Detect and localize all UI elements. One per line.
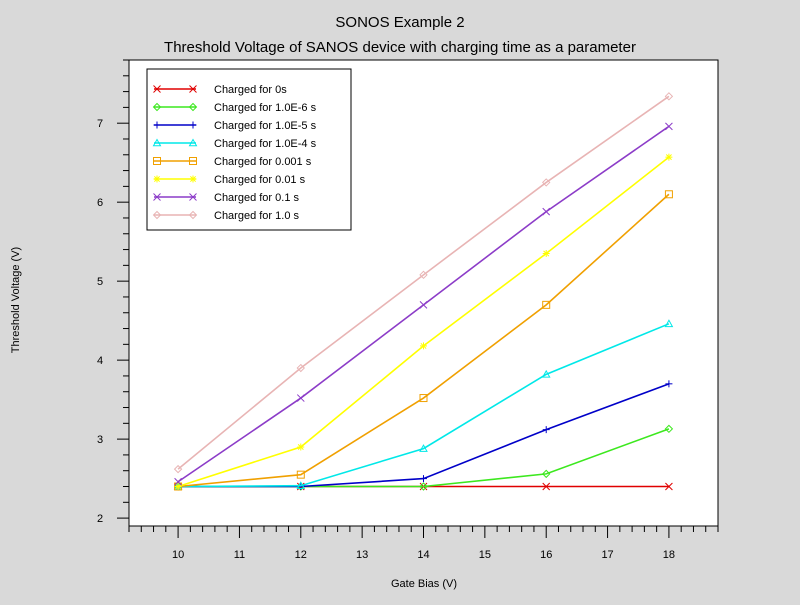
- data-point: [664, 190, 673, 199]
- legend-marker: [189, 121, 197, 129]
- legend-item: Charged for 1.0E-4 s: [152, 138, 317, 150]
- series-7: [174, 122, 673, 486]
- data-point: [665, 153, 673, 161]
- data-point: [664, 319, 674, 328]
- y-tick-label: 6: [97, 197, 103, 209]
- chart-subtitle: Threshold Voltage of SANOS device with c…: [164, 39, 636, 56]
- data-point: [297, 443, 305, 451]
- legend-label: Charged for 1.0E-5 s: [214, 120, 317, 132]
- legend-marker: [153, 157, 161, 165]
- series-line: [177, 95, 670, 470]
- legend-label: Charged for 1.0E-6 s: [214, 102, 317, 114]
- legend-item: Charged for 1.0E-6 s: [152, 102, 317, 114]
- legend-marker: [153, 193, 161, 201]
- data-point: [665, 482, 673, 491]
- y-tick-label: 2: [97, 513, 103, 525]
- data-point: [665, 122, 673, 131]
- legend-marker: [153, 121, 161, 129]
- data-point: [541, 369, 551, 378]
- series-line: [178, 193, 670, 488]
- chart-title: SONOS Example 2: [335, 14, 464, 31]
- data-point: [419, 270, 428, 280]
- data-point: [542, 300, 551, 309]
- legend: Charged for 0s Charged for 1.0E-6 s Charge…: [146, 68, 352, 231]
- legend-item: Charged for 1.0E-5 s: [153, 120, 317, 132]
- data-point: [542, 426, 550, 434]
- x-tick-label: 10: [172, 549, 184, 561]
- data-point: [542, 207, 551, 216]
- legend-item: Charged for 1.0 s: [152, 210, 299, 222]
- data-point: [296, 481, 306, 490]
- legend-label: Charged for 0.001 s: [214, 156, 312, 168]
- y-tick-label: 4: [97, 355, 103, 367]
- x-tick-label: 15: [479, 549, 491, 561]
- data-point: [174, 477, 182, 486]
- legend-marker: [188, 210, 198, 220]
- y-axis-label: Threshold Voltage (V): [10, 247, 22, 353]
- data-point: [419, 394, 428, 403]
- legend-label: Charged for 1.0 s: [214, 210, 299, 222]
- legend-marker: [189, 157, 197, 165]
- legend-marker: [152, 210, 162, 220]
- axes: 10 11 12 13 14 15 16 17 18 2 3 4 5 6 7: [97, 59, 719, 561]
- series-8: [173, 92, 674, 474]
- x-tick-label: 12: [295, 549, 307, 561]
- series-6: [174, 153, 673, 491]
- legend-marker: [152, 138, 162, 147]
- data-point: [419, 444, 428, 452]
- legend-label: Charged for 0.1 s: [214, 192, 299, 204]
- data-point: [419, 482, 428, 491]
- data-point: [542, 469, 551, 479]
- legend-label: Charged for 1.0E-4 s: [214, 138, 317, 150]
- x-axis-label: Gate Bias (V): [391, 578, 457, 590]
- data-point: [419, 300, 428, 309]
- data-point: [542, 178, 551, 187]
- legend-item: Charged for 0.001 s: [153, 156, 312, 168]
- series-line: [178, 323, 670, 488]
- data-point: [664, 424, 674, 434]
- legend-marker: [189, 175, 197, 183]
- x-tick-label: 11: [234, 549, 245, 561]
- legend-item: Charged for 0s: [153, 84, 287, 96]
- data-point: [664, 92, 674, 101]
- y-tick-label: 5: [97, 276, 103, 288]
- legend-item: Charged for 0.01 s: [153, 174, 306, 186]
- data-point: [296, 363, 305, 373]
- y-tick-label: 7: [97, 118, 103, 130]
- data-point: [296, 470, 305, 479]
- data-point: [296, 394, 305, 402]
- legend-marker: [189, 85, 197, 93]
- legend-marker: [189, 193, 197, 201]
- data-point: [420, 342, 427, 350]
- x-tick-label: 17: [601, 549, 613, 561]
- series-layer: [173, 92, 674, 491]
- legend-marker: [153, 85, 161, 93]
- data-point: [173, 464, 183, 474]
- data-point: [174, 483, 182, 491]
- legend-label: Charged for 0.01 s: [214, 174, 306, 186]
- y-tick-label: 3: [97, 434, 103, 446]
- data-point: [542, 482, 551, 491]
- legend-marker: [152, 102, 162, 112]
- legend-box: [146, 68, 352, 231]
- x-tick-label: 13: [356, 549, 368, 561]
- data-point: [542, 250, 550, 258]
- legend-item: Charged for 0.1 s: [153, 192, 299, 204]
- legend-marker: [188, 102, 198, 112]
- x-tick-label: 18: [663, 549, 675, 561]
- legend-marker: [188, 138, 198, 147]
- x-tick-label: 14: [417, 549, 429, 561]
- legend-label: Charged for 0s: [214, 84, 287, 96]
- data-point: [665, 380, 673, 388]
- x-tick-label: 16: [540, 549, 552, 561]
- legend-marker: [153, 175, 161, 183]
- data-point: [420, 475, 427, 483]
